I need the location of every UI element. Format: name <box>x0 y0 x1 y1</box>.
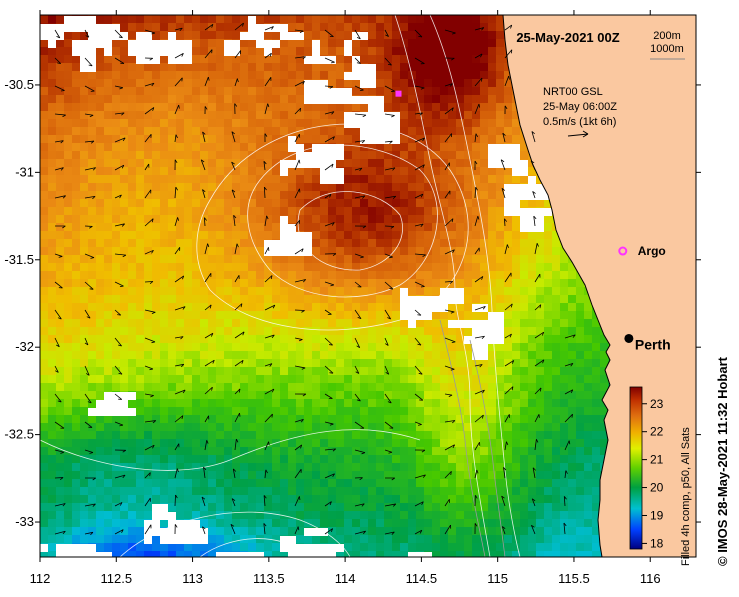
lat-tick-label: -32.5 <box>4 427 34 442</box>
lat-tick-label: -31.5 <box>4 252 34 267</box>
lon-tick-label: 112 <box>30 571 51 586</box>
colorbar-tick-label: 23 <box>650 397 664 411</box>
current-source-label: NRT00 GSL <box>543 86 603 98</box>
colorbar <box>630 387 642 549</box>
lon-tick-label: 115.5 <box>558 571 590 586</box>
current-scale-label: 0.5m/s (1kt 6h) <box>543 116 616 128</box>
lon-tick-label: 114.5 <box>406 571 438 586</box>
lat-tick-label: -31 <box>15 164 34 179</box>
credit-label: © IMOS 28-May-2021 11:32 Hobart <box>715 356 730 566</box>
colorbar-tick-label: 18 <box>650 536 664 550</box>
lon-tick-label: 112.5 <box>100 571 132 586</box>
colorbar-tick-label: 21 <box>650 453 664 467</box>
lat-tick-label: -33 <box>15 514 34 529</box>
perth-marker-icon <box>624 334 633 343</box>
lon-tick-label: 113 <box>182 571 203 586</box>
lon-tick-label: 115 <box>487 571 508 586</box>
contour-1000m-label: 1000m <box>650 43 684 55</box>
colorbar-tick-label: 22 <box>650 425 664 439</box>
argo-label: Argo <box>638 244 666 258</box>
lat-tick-label: -30.5 <box>4 77 34 92</box>
colorbar-tick-label: 20 <box>650 481 664 495</box>
perth-label: Perth <box>635 336 671 352</box>
lon-tick-label: 113.5 <box>253 571 285 586</box>
lon-tick-label: 116 <box>640 571 661 586</box>
contour-200m-label: 200m <box>653 30 681 42</box>
lon-tick-label: 114 <box>335 571 356 586</box>
offshore-marker-icon <box>396 91 402 97</box>
colorbar-label: Filled 4h comp, p50, All Sats <box>680 427 692 566</box>
lat-tick-label: -32 <box>15 339 34 354</box>
current-time-label: 25-May 06:00Z <box>543 101 617 113</box>
date-label: 25-May-2021 00Z <box>516 30 619 45</box>
colorbar-tick-label: 19 <box>650 508 664 522</box>
